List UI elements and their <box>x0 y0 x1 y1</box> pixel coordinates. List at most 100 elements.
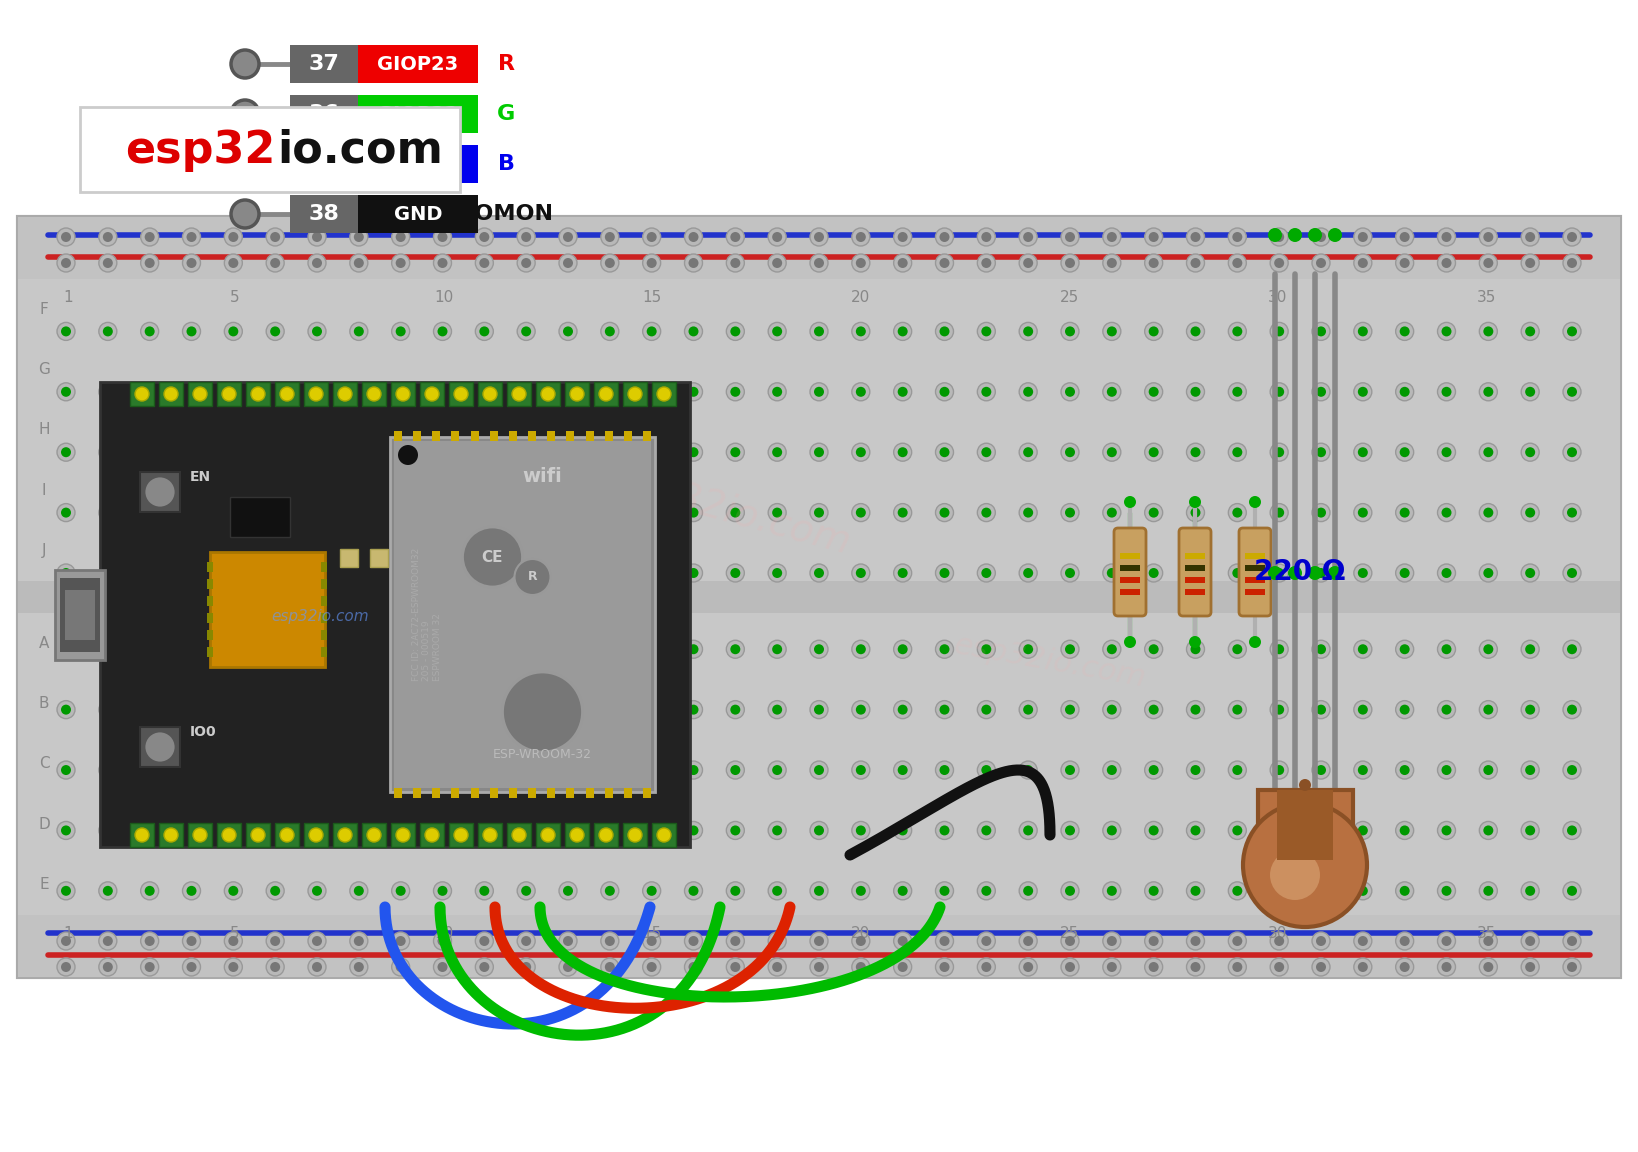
Circle shape <box>894 641 912 658</box>
Circle shape <box>1563 932 1581 950</box>
Circle shape <box>521 962 531 972</box>
Circle shape <box>367 828 382 842</box>
Circle shape <box>396 258 406 268</box>
Circle shape <box>811 382 827 401</box>
Circle shape <box>1148 644 1158 654</box>
Circle shape <box>437 508 447 517</box>
Circle shape <box>771 447 783 457</box>
Circle shape <box>57 881 75 900</box>
Text: IO0: IO0 <box>190 725 216 738</box>
Circle shape <box>224 641 242 658</box>
Circle shape <box>1563 503 1581 522</box>
Circle shape <box>688 387 698 396</box>
Circle shape <box>1061 503 1079 522</box>
Circle shape <box>103 765 113 775</box>
Circle shape <box>604 886 614 896</box>
Circle shape <box>1312 323 1330 340</box>
Circle shape <box>604 826 614 835</box>
Circle shape <box>144 508 154 517</box>
Circle shape <box>768 881 786 900</box>
Circle shape <box>642 700 660 719</box>
Circle shape <box>434 821 452 840</box>
Circle shape <box>270 644 280 654</box>
Circle shape <box>940 568 950 578</box>
Circle shape <box>1484 826 1494 835</box>
Circle shape <box>437 644 447 654</box>
Circle shape <box>1568 326 1577 336</box>
Circle shape <box>224 821 242 840</box>
Circle shape <box>688 886 698 896</box>
Circle shape <box>391 932 410 950</box>
Circle shape <box>1358 568 1368 578</box>
Circle shape <box>391 564 410 582</box>
Circle shape <box>391 253 410 272</box>
Circle shape <box>311 935 323 946</box>
Circle shape <box>1396 444 1414 461</box>
Circle shape <box>1274 935 1284 946</box>
Circle shape <box>1186 881 1204 900</box>
Circle shape <box>1312 958 1330 976</box>
Circle shape <box>601 444 619 461</box>
Text: F: F <box>39 302 49 317</box>
Circle shape <box>726 564 744 582</box>
Circle shape <box>855 258 867 268</box>
Circle shape <box>187 962 197 972</box>
Circle shape <box>391 444 410 461</box>
Circle shape <box>424 387 439 401</box>
Circle shape <box>1355 641 1373 658</box>
Circle shape <box>1438 761 1456 779</box>
Circle shape <box>1287 228 1302 242</box>
Circle shape <box>270 765 280 775</box>
Circle shape <box>141 323 159 340</box>
Circle shape <box>1274 962 1284 972</box>
Circle shape <box>1024 508 1034 517</box>
Text: B: B <box>498 154 514 174</box>
Circle shape <box>1479 444 1497 461</box>
Circle shape <box>1525 387 1535 396</box>
Circle shape <box>1315 765 1327 775</box>
Bar <box>585 431 593 441</box>
Circle shape <box>1019 444 1037 461</box>
Circle shape <box>811 228 827 247</box>
Bar <box>432 431 441 441</box>
Circle shape <box>1145 253 1163 272</box>
Circle shape <box>475 881 493 900</box>
Circle shape <box>1145 821 1163 840</box>
Text: ESP-WROOM-32: ESP-WROOM-32 <box>493 748 591 760</box>
Circle shape <box>1309 228 1322 242</box>
Circle shape <box>940 387 950 396</box>
Circle shape <box>768 503 786 522</box>
Circle shape <box>1065 935 1075 946</box>
Bar <box>80 107 460 192</box>
Circle shape <box>1299 779 1310 791</box>
Circle shape <box>978 382 996 401</box>
Bar <box>206 647 213 657</box>
Circle shape <box>601 700 619 719</box>
Circle shape <box>855 508 867 517</box>
Bar <box>1245 553 1265 559</box>
Circle shape <box>391 881 410 900</box>
Circle shape <box>981 387 991 396</box>
Circle shape <box>1396 641 1414 658</box>
Circle shape <box>1358 232 1368 242</box>
Circle shape <box>308 564 326 582</box>
Circle shape <box>647 326 657 336</box>
Circle shape <box>1148 826 1158 835</box>
Circle shape <box>61 962 70 972</box>
Circle shape <box>103 705 113 714</box>
Circle shape <box>396 935 406 946</box>
Circle shape <box>265 700 283 719</box>
Bar <box>216 823 241 847</box>
Circle shape <box>351 228 369 247</box>
Circle shape <box>771 962 783 972</box>
Bar <box>622 382 647 406</box>
Circle shape <box>1563 700 1581 719</box>
Circle shape <box>228 935 239 946</box>
Circle shape <box>391 641 410 658</box>
Circle shape <box>518 382 536 401</box>
Circle shape <box>563 886 573 896</box>
Circle shape <box>141 228 159 247</box>
Circle shape <box>351 761 369 779</box>
Circle shape <box>688 962 698 972</box>
Circle shape <box>894 382 912 401</box>
